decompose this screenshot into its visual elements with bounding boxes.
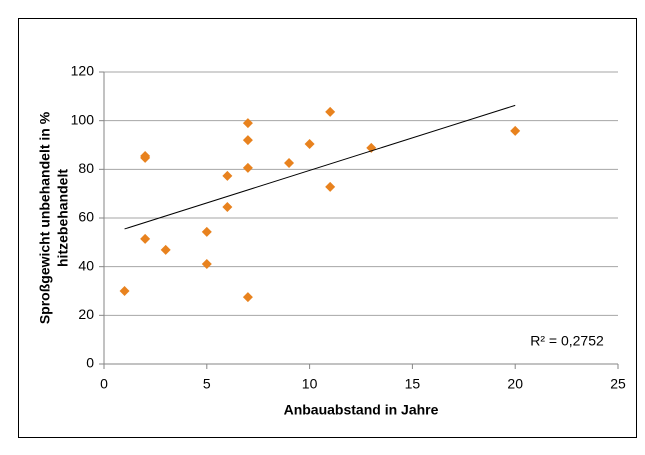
marker	[160, 244, 171, 255]
y-axis-label: hitzebehandelt	[55, 169, 71, 267]
marker	[201, 226, 212, 237]
annotation: R² = 0,2752	[530, 333, 604, 349]
marker	[201, 258, 212, 269]
marker	[119, 286, 130, 296]
x-tick-label: 0	[100, 376, 108, 392]
marker	[284, 158, 295, 169]
y-tick-label: 20	[78, 306, 94, 322]
marker	[242, 162, 253, 173]
y-tick-label: 120	[71, 63, 95, 79]
x-tick-label: 10	[302, 376, 318, 392]
marker	[140, 233, 151, 244]
marker	[325, 106, 336, 117]
x-tick-label: 20	[507, 376, 523, 392]
marker	[304, 139, 315, 150]
marker	[242, 135, 253, 146]
x-tick-label: 25	[610, 376, 626, 392]
x-tick-label: 15	[405, 376, 421, 392]
y-tick-label: 100	[71, 111, 95, 127]
marker	[510, 125, 521, 136]
y-tick-label: 0	[86, 355, 94, 371]
chart-frame	[18, 18, 637, 438]
marker	[325, 181, 336, 192]
x-tick-label: 5	[203, 376, 211, 392]
x-axis-label: Anbauabstand in Jahre	[284, 402, 439, 418]
y-axis-label: Sproßgewicht unbehandelt in %	[37, 111, 53, 324]
marker	[242, 292, 253, 303]
trendline	[124, 104, 516, 230]
y-tick-label: 60	[78, 209, 94, 225]
y-tick-label: 80	[78, 160, 94, 176]
y-tick-label: 40	[78, 257, 94, 273]
marker	[242, 118, 253, 129]
marker	[222, 202, 233, 213]
marker	[140, 152, 151, 163]
marker	[222, 170, 233, 181]
